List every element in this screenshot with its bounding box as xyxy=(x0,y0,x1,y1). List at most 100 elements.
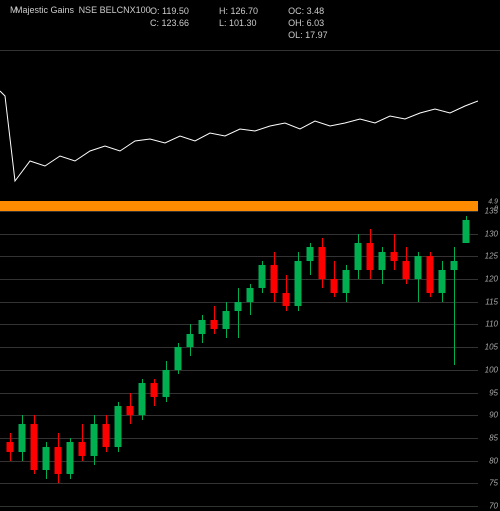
candlestick[interactable] xyxy=(151,211,158,506)
separator-band xyxy=(0,201,478,211)
line-y-axis xyxy=(478,51,500,201)
candlestick[interactable] xyxy=(67,211,74,506)
candlestick[interactable] xyxy=(307,211,314,506)
candle-body xyxy=(19,424,26,451)
candle-body xyxy=(115,406,122,447)
candlestick[interactable] xyxy=(79,211,86,506)
y-tick-label: 125 xyxy=(485,252,498,261)
candle-body xyxy=(391,252,398,261)
candlestick[interactable] xyxy=(19,211,26,506)
y-tick-label: 100 xyxy=(485,365,498,374)
candle-body xyxy=(43,447,50,470)
candle-body xyxy=(451,261,458,270)
y-tick-label: 80 xyxy=(489,456,498,465)
candle-body xyxy=(223,311,230,329)
candle-body xyxy=(355,243,362,270)
candlestick[interactable] xyxy=(259,211,266,506)
candlestick[interactable] xyxy=(211,211,218,506)
y-tick-label: 70 xyxy=(489,502,498,511)
candlestick[interactable] xyxy=(451,211,458,506)
candle-body xyxy=(283,293,290,307)
candle-body xyxy=(55,447,62,474)
candle-body xyxy=(319,247,326,279)
candlestick[interactable] xyxy=(235,211,242,506)
candle-body xyxy=(439,270,446,293)
oh-value: OH: 6.03 xyxy=(288,17,328,29)
candle-body xyxy=(415,256,422,279)
ohlc-col-2: H: 126.70 L: 101.30 xyxy=(219,5,258,41)
candle-chart-area[interactable] xyxy=(0,211,478,506)
candlestick[interactable] xyxy=(355,211,362,506)
separator-tick: 4.9 xyxy=(488,199,498,206)
ohlc-col-1: O: 119.50 C: 123.66 xyxy=(150,5,189,41)
y-tick-label: 90 xyxy=(489,411,498,420)
chart-header: M Majestic Gains NSE BELCNX100 O: 119.50… xyxy=(0,0,500,51)
separator-row: 4.90 xyxy=(0,201,500,211)
y-tick-label: 105 xyxy=(485,343,498,352)
candlestick[interactable] xyxy=(463,211,470,506)
y-tick-label: 85 xyxy=(489,433,498,442)
candlestick[interactable] xyxy=(43,211,50,506)
y-tick-label: 130 xyxy=(485,229,498,238)
candlestick[interactable] xyxy=(295,211,302,506)
candle-body xyxy=(151,383,158,397)
ol-value: OL: 17.97 xyxy=(288,29,328,41)
candle-chart-row: 135130125120115110105100959085807570 xyxy=(0,211,500,506)
candle-body xyxy=(403,261,410,279)
candlestick[interactable] xyxy=(391,211,398,506)
candlestick[interactable] xyxy=(367,211,374,506)
candlestick[interactable] xyxy=(163,211,170,506)
index-line xyxy=(0,91,478,181)
y-tick-label: 135 xyxy=(485,207,498,216)
candlestick[interactable] xyxy=(103,211,110,506)
candle-body xyxy=(103,424,110,447)
candle-body xyxy=(247,288,254,302)
y-tick-label: 75 xyxy=(489,479,498,488)
candle-body xyxy=(187,334,194,348)
ohlc-col-3: OC: 3.48 OH: 6.03 OL: 17.97 xyxy=(288,5,328,41)
candlestick[interactable] xyxy=(403,211,410,506)
candle-body xyxy=(79,442,86,456)
y-tick-label: 115 xyxy=(485,297,498,306)
candlestick[interactable] xyxy=(343,211,350,506)
oc-value: OC: 3.48 xyxy=(288,5,328,17)
candle-body xyxy=(295,261,302,306)
ohlc-summary: O: 119.50 C: 123.66 H: 126.70 L: 101.30 … xyxy=(150,5,328,41)
candlestick[interactable] xyxy=(415,211,422,506)
candlestick[interactable] xyxy=(187,211,194,506)
line-chart-area[interactable] xyxy=(0,51,478,201)
candlestick[interactable] xyxy=(127,211,134,506)
candlestick[interactable] xyxy=(223,211,230,506)
exchange-label: NSE BELCNX100 xyxy=(79,5,151,15)
candlestick[interactable] xyxy=(247,211,254,506)
candlestick[interactable] xyxy=(7,211,14,506)
candle-body xyxy=(235,302,242,311)
candlestick[interactable] xyxy=(199,211,206,506)
candlestick[interactable] xyxy=(331,211,338,506)
low-value: L: 101.30 xyxy=(219,17,258,29)
candlestick[interactable] xyxy=(319,211,326,506)
candle-body xyxy=(163,370,170,397)
candlestick[interactable] xyxy=(31,211,38,506)
candle-body xyxy=(7,442,14,451)
candle-body xyxy=(199,320,206,334)
chart-title: M Majestic Gains NSE BELCNX100 xyxy=(10,5,151,15)
candlestick[interactable] xyxy=(427,211,434,506)
candlestick[interactable] xyxy=(139,211,146,506)
candlestick[interactable] xyxy=(271,211,278,506)
stock-chart-container: M Majestic Gains NSE BELCNX100 O: 119.50… xyxy=(0,0,500,506)
candlestick[interactable] xyxy=(379,211,386,506)
title-overlay: Majestic Gains xyxy=(15,5,74,15)
candle-y-axis: 135130125120115110105100959085807570 xyxy=(478,211,500,506)
candle-body xyxy=(331,279,338,293)
candlestick[interactable] xyxy=(55,211,62,506)
candlestick[interactable] xyxy=(115,211,122,506)
line-chart-row xyxy=(0,51,500,201)
candle-body xyxy=(127,406,134,415)
candle-body xyxy=(175,347,182,370)
candlestick[interactable] xyxy=(439,211,446,506)
candlestick[interactable] xyxy=(175,211,182,506)
grid-line xyxy=(0,506,478,507)
candlestick[interactable] xyxy=(283,211,290,506)
candlestick[interactable] xyxy=(91,211,98,506)
